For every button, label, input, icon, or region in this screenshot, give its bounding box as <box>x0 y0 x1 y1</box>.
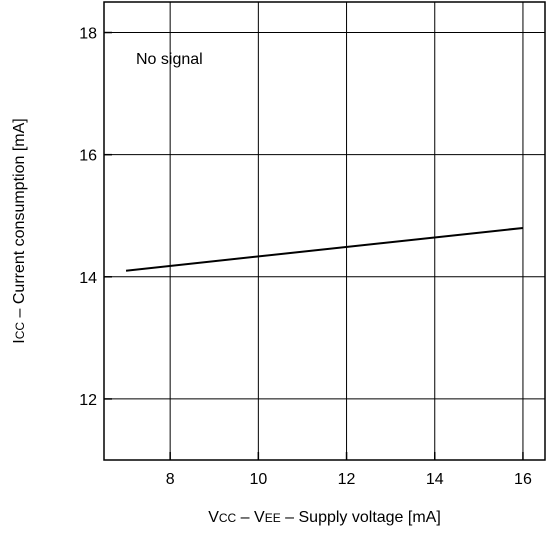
series-group <box>125 226 524 272</box>
x-tick-label: 12 <box>338 471 356 488</box>
label-text: – Supply voltage [mA] <box>281 509 441 526</box>
y-tick-labels: 12 14 16 18 <box>79 26 97 409</box>
label-text: – V <box>236 509 265 526</box>
x-tick-label: 10 <box>249 471 267 488</box>
y-tick-label: 16 <box>79 148 97 165</box>
label-subscript: EE <box>265 511 281 525</box>
y-axis-label: ICC – Current consumption [mA] <box>11 118 28 343</box>
label-text: I <box>11 339 28 343</box>
label-subscript: CC <box>13 322 27 340</box>
no-signal-annotation: No signal <box>136 51 203 68</box>
series-line <box>125 226 524 272</box>
grid-lines <box>104 2 545 460</box>
x-tick-label: 8 <box>166 471 175 488</box>
y-tick-label: 12 <box>79 392 97 409</box>
y-tick-label: 14 <box>79 270 97 287</box>
x-tick-labels: 8 10 12 14 16 <box>166 471 532 488</box>
label-text: V <box>208 509 219 526</box>
x-tick-label: 16 <box>514 471 532 488</box>
x-axis-label: VCC – VEE – Supply voltage [mA] <box>208 509 441 526</box>
x-tick-label: 14 <box>426 471 444 488</box>
plot-border <box>103 1 546 461</box>
label-subscript: CC <box>219 511 237 525</box>
y-tick-label: 18 <box>79 26 97 43</box>
plot-frame <box>103 1 546 461</box>
label-text: – Current consumption [mA] <box>11 118 28 322</box>
